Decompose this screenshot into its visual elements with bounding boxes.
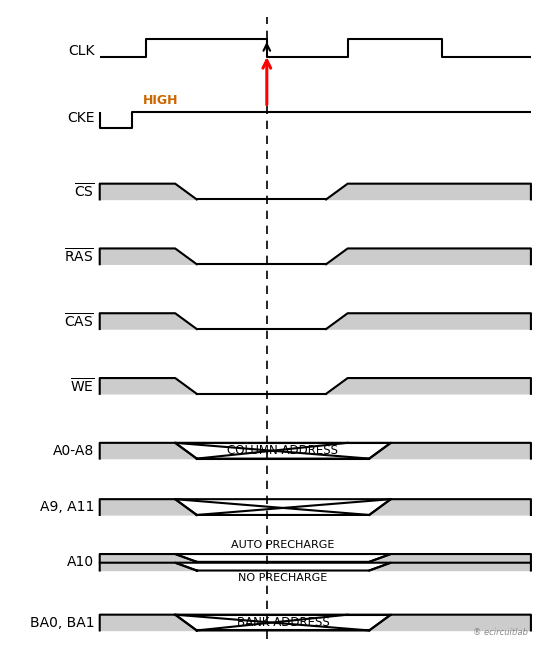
Text: CLK: CLK: [68, 44, 94, 58]
Polygon shape: [175, 443, 391, 459]
Polygon shape: [175, 499, 391, 515]
Polygon shape: [100, 378, 197, 394]
Polygon shape: [100, 183, 197, 199]
Polygon shape: [326, 248, 531, 264]
Polygon shape: [369, 615, 531, 630]
Text: ® ecircuitlab: ® ecircuitlab: [473, 628, 528, 638]
Polygon shape: [100, 313, 197, 329]
Polygon shape: [100, 554, 197, 562]
Text: $\overline{\mathrm{CAS}}$: $\overline{\mathrm{CAS}}$: [64, 312, 94, 330]
Polygon shape: [100, 499, 197, 515]
Text: $\overline{\mathrm{WE}}$: $\overline{\mathrm{WE}}$: [70, 377, 94, 395]
Polygon shape: [100, 443, 197, 459]
Text: NO PRECHARGE: NO PRECHARGE: [238, 573, 328, 583]
Polygon shape: [175, 563, 391, 571]
Text: A0-A8: A0-A8: [53, 444, 94, 457]
Text: COLUMN ADDRESS: COLUMN ADDRESS: [227, 444, 338, 457]
Polygon shape: [100, 248, 197, 264]
Polygon shape: [326, 378, 531, 394]
Text: HIGH: HIGH: [143, 94, 178, 107]
Text: $\overline{\mathrm{RAS}}$: $\overline{\mathrm{RAS}}$: [64, 247, 94, 265]
Polygon shape: [100, 615, 197, 630]
Polygon shape: [100, 563, 197, 571]
Polygon shape: [175, 554, 391, 562]
Polygon shape: [369, 443, 531, 459]
Text: A10: A10: [67, 555, 94, 569]
Polygon shape: [175, 615, 391, 630]
Polygon shape: [369, 499, 531, 515]
Text: CKE: CKE: [67, 111, 94, 125]
Text: AUTO PRECHARGE: AUTO PRECHARGE: [231, 540, 335, 550]
Text: A9, A11: A9, A11: [40, 500, 94, 514]
Text: BANK ADDRESS: BANK ADDRESS: [237, 616, 329, 629]
Polygon shape: [326, 183, 531, 199]
Polygon shape: [369, 563, 531, 571]
Polygon shape: [369, 554, 531, 562]
Text: $\overline{\mathrm{CS}}$: $\overline{\mathrm{CS}}$: [74, 183, 94, 201]
Polygon shape: [326, 313, 531, 329]
Text: BA0, BA1: BA0, BA1: [30, 616, 94, 630]
